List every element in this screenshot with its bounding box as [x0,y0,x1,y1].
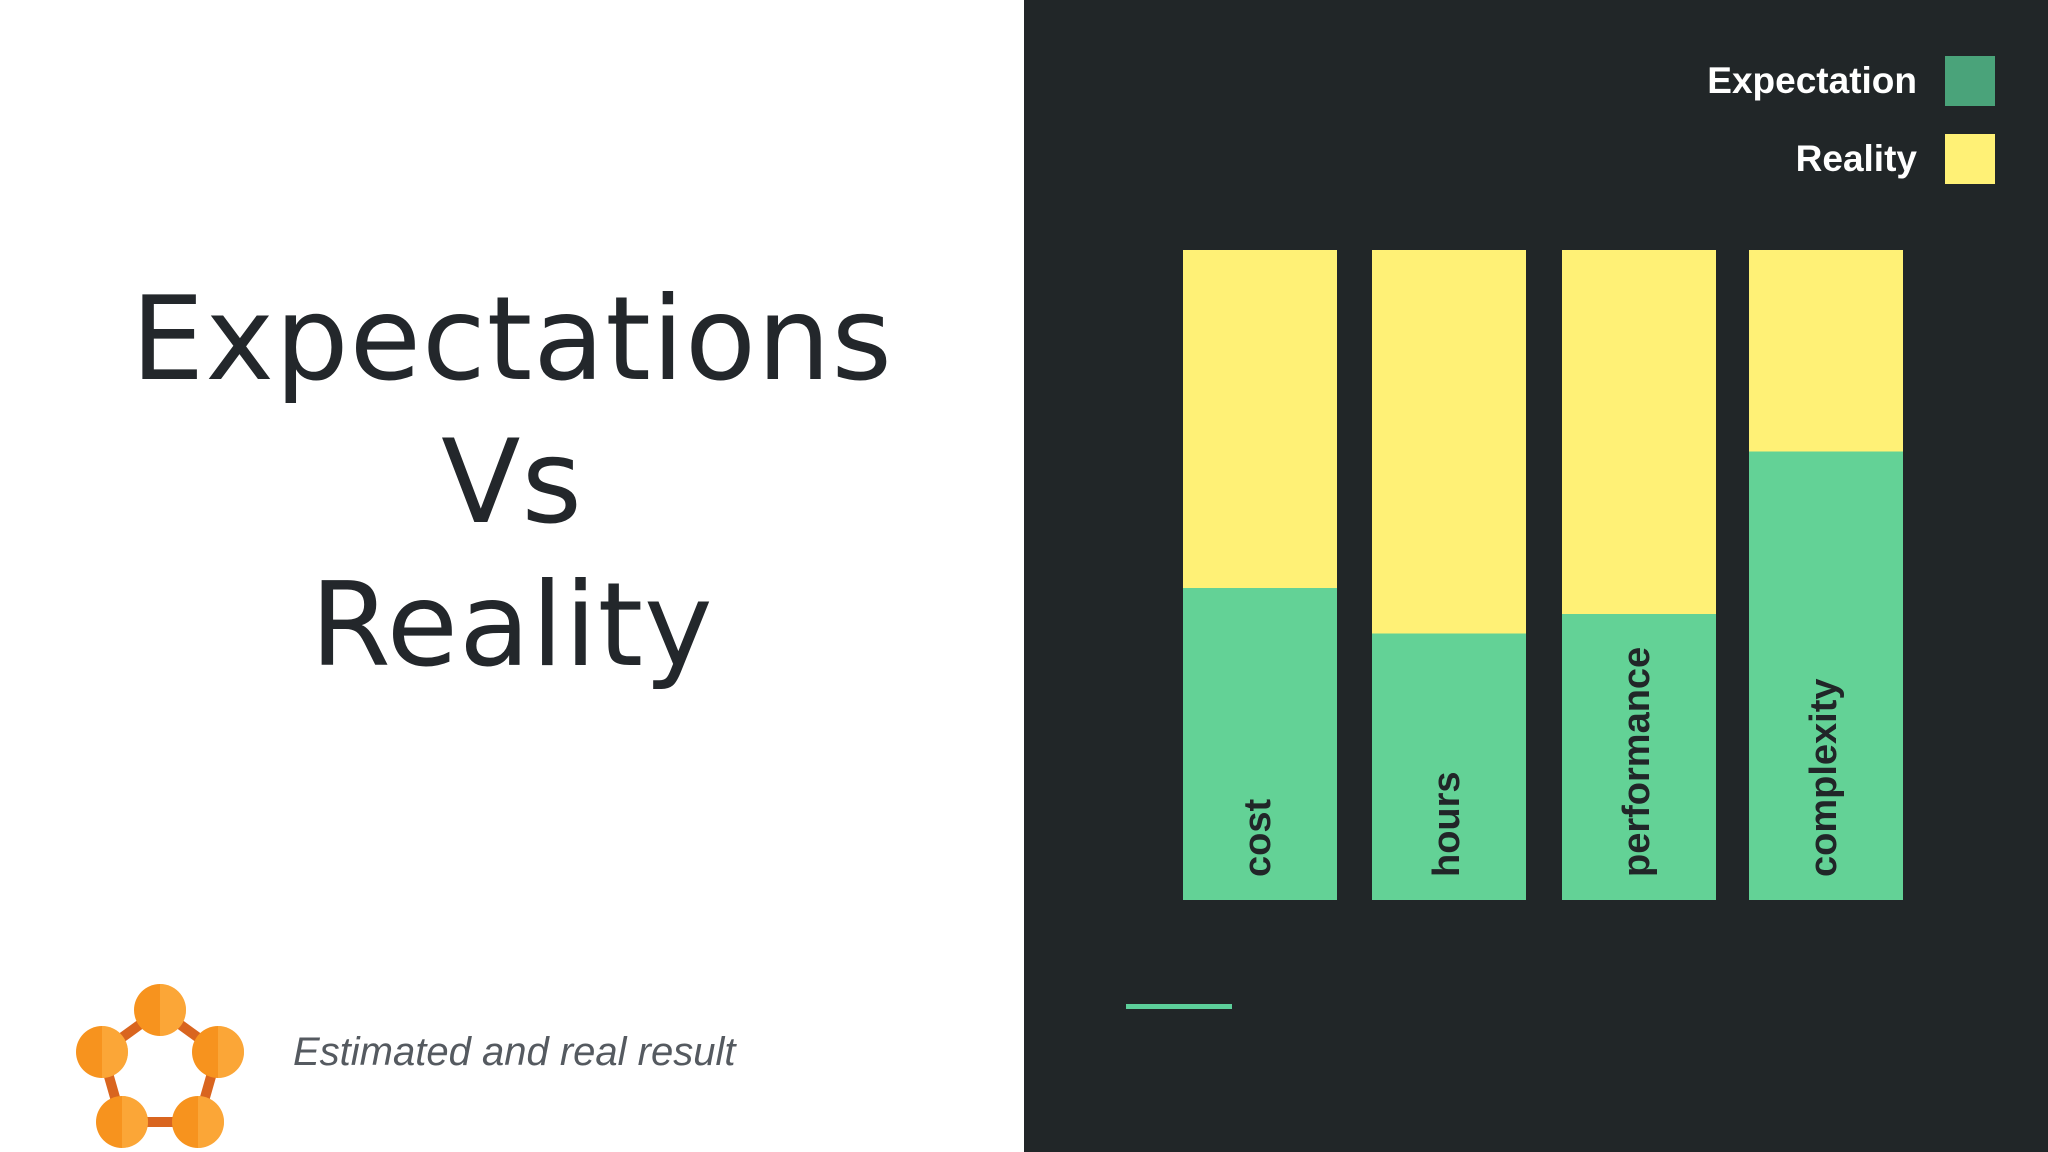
legend-swatch-reality [1945,134,1995,184]
bar-performance-expectation [1562,614,1716,900]
legend-item-reality: Reality [1796,134,1995,184]
slide-title-line-3: Reality [310,558,714,693]
pentagon-network-icon [76,984,244,1148]
legend-label-expectation: Expectation [1707,60,1917,101]
bar-complexity-reality [1749,250,1903,452]
category-label-cost: cost [1237,799,1279,877]
category-label-performance: performance [1616,647,1658,877]
legend-item-expectation: Expectation [1707,56,1995,106]
legend-swatch-expectation [1945,56,1995,106]
bar-cost-reality [1183,250,1337,588]
accent-underline [1126,1004,1232,1009]
legend-label-reality: Reality [1795,138,1917,179]
slide-caption: Estimated and real result [293,1030,736,1074]
bar-complexity-expectation [1749,451,1903,900]
stacked-bar-chart: cost hours performance complexity [1183,250,1903,900]
bar-cost-expectation [1183,588,1337,900]
category-label-complexity: complexity [1803,678,1845,877]
slide-title-line-2: Vs [441,415,583,550]
category-label-hours: hours [1426,771,1468,877]
title-panel: Expectations Vs Reality Estimated and re… [76,272,893,1148]
chart-panel: Expectation Reality cost hours performance… [1024,0,2048,1152]
bar-hours-expectation [1372,633,1526,900]
slide-title-line-1: Expectations [131,272,893,407]
bar-performance-reality [1562,250,1716,614]
bar-hours-reality [1372,250,1526,634]
